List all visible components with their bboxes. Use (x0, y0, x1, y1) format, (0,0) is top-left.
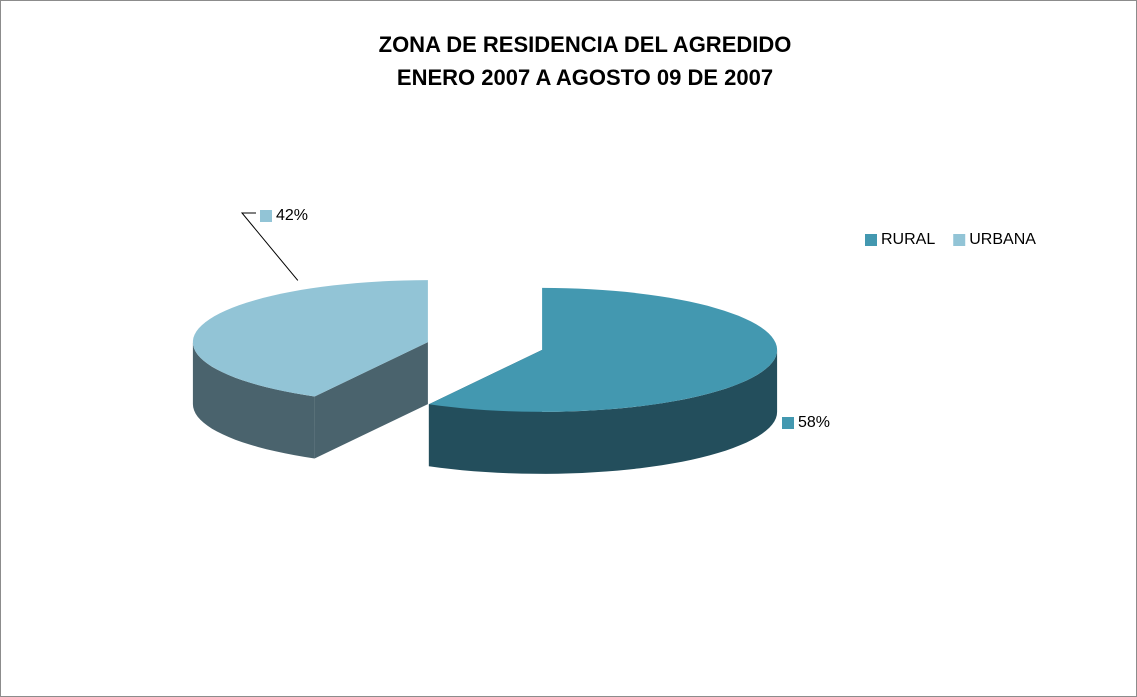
legend-label: URBANA (969, 231, 1036, 248)
data-label: 58% (798, 414, 830, 431)
legend-swatch (953, 234, 966, 246)
chart-title: ZONA DE RESIDENCIA DEL AGREDIDO (379, 32, 792, 57)
slice-cut-face (314, 342, 428, 459)
slice-side (428, 349, 778, 474)
legend-label: RURAL (881, 231, 935, 248)
pie-slice (192, 280, 428, 459)
legend-swatch (865, 234, 877, 246)
data-label: 42% (276, 207, 308, 224)
leader-line (240, 212, 299, 281)
label-swatch (782, 417, 794, 429)
chart-subtitle: ENERO 2007 A AGOSTO 09 DE 2007 (397, 65, 773, 90)
label-swatch (260, 210, 272, 222)
slice-side (192, 342, 315, 459)
pie-slice (428, 287, 778, 474)
slice-top (428, 287, 778, 412)
slice-top (192, 280, 428, 397)
